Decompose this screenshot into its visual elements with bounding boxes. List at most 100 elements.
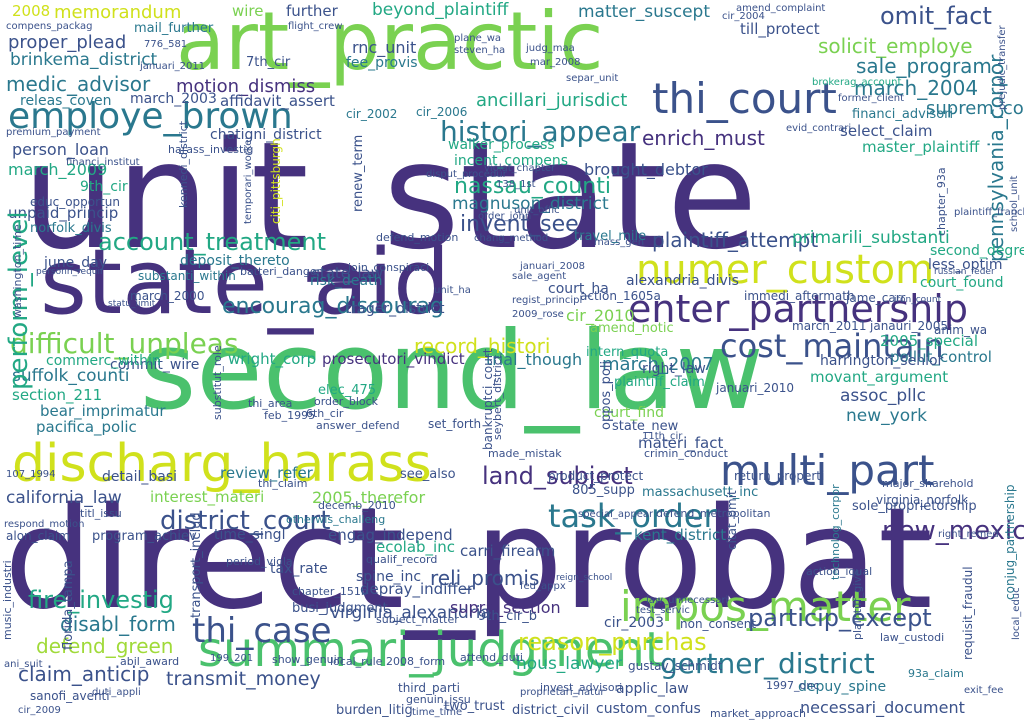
word-omit-fact: omit_fact [880,2,992,30]
word-subject-matter: subject_matter [376,613,459,626]
word-impos-matter: impos_matter [620,582,911,631]
word-russian-feder: evid_contrari [786,123,852,134]
word-risk-death: risk_death [310,273,383,289]
word-9th-cir-b: 9th_cir_b [478,609,537,624]
word-second-degre: second_degre [930,243,1024,259]
word-list-bill: exit_fee [964,685,1004,696]
word-138-1st: 138_1st [496,179,536,190]
word-motion-dismiss: motion_dismiss [176,76,316,97]
word-return-properti: return_properti [734,469,825,483]
word-kent-district: kent_district [634,526,727,544]
word-oppos-poli: renew_term [351,134,366,212]
word-transmit-money: transmit_money [166,668,321,690]
word-judg-maa: judg_maa [526,43,575,54]
word-assoc-pllc: assoc_pllc [840,386,926,406]
word-genuin-issu: genuin_issu [406,693,471,706]
word-qualif-record: qualif_record [366,553,438,566]
word-cir-2002: cir_2002 [346,107,398,121]
word-substanti-within: substanti_within [138,269,236,283]
word-januari-2010: januari_2010 [716,381,795,395]
word-third-parti: third_parti [398,681,460,695]
word-bear-imprimatur: bear_imprimatur [40,402,166,420]
word-difficult-unpleas: difficult_unpleas [10,327,239,360]
word-2008: 2008 [12,2,51,20]
word-nassau-counti: nassau_counti [454,174,611,199]
word-unpaid-princip: unpaid_princip [8,204,119,222]
word-invest-advisori: invest_advisori [540,681,623,694]
word-master-plaintiff: master_plaintiff [862,138,980,156]
word-art-practic: art_practic [176,0,604,88]
word-plaintiff-claim: plaintiff_claim [614,375,705,390]
word-compens-packag: compens_packag [6,21,93,32]
word-affidavit-assert: affidavit_assert [220,92,335,110]
word-duti-base: action_iqual [806,565,873,578]
word-harrington-senior: harrington_senior [820,353,944,369]
word-personn-requir: prejudic_transfer [997,25,1008,110]
word-order-john: order_john [478,211,532,222]
word-temporari-worker: washington_time [11,224,24,318]
word-action-1605a: action_1605a [580,289,661,303]
word-cost-maintain: cost_maintain [720,327,944,365]
word-plaintiff-give: citat_omit [725,490,739,550]
word-chapter-93a: substitut_role [211,345,224,420]
word-summari-judgment: summari_judgment [198,622,664,678]
word-conjug-partnership: conjug_partnership [1003,484,1017,600]
word-action-iqual: proprietari_natur [520,687,605,698]
word-2005-therefor: 2005_therefor [312,488,426,507]
word-set-forth: set_forth [428,417,482,431]
word-necessari-document: necessari_document [800,698,965,717]
word-jame-carr: jame_carr [846,291,906,305]
word-thi-court: thi_court [652,74,837,123]
word-local-educ: law_unnecessari [646,595,729,606]
word-test-servic: premium_payment [6,127,101,138]
word-travel-mile: travel_mile [574,229,647,244]
word-depuy-spine: depuy_spine [798,679,887,695]
word-sale-program: sale_program [856,54,992,78]
word-district-court: district_court [160,506,331,536]
word-titl-issu: titl_issu [80,507,122,520]
word-thi-case: thi_case [192,611,332,651]
word-2004-2003: commerc_within [46,353,161,369]
word-court-find: court_find [594,405,664,421]
word-brought-debtor: brought_debtor [584,160,708,179]
word-reason-purchas: reason_purchas [518,628,707,656]
word-1137-1138: suprem_court [926,98,1024,119]
word-plane-wa: plane_wa [454,33,502,44]
word-answer-defend: answer_defend [316,419,400,432]
word-januari-2008: januari_2008 [520,261,586,272]
word-sale-agent: iron_count [894,295,942,305]
word-93a-claim: 93a_claim [908,667,964,680]
word-trial-though: trial_though [486,350,583,369]
word-record-histori: record_histori [414,334,551,358]
word-199-201: ani_suit [4,659,43,670]
word-state-law: state_law [312,264,384,282]
word-claim-anticip: claim_anticip [18,662,150,686]
word-right-law: right_law [642,361,706,377]
word-task-order: task_order [548,497,717,535]
word-order-block: order_block [314,395,379,408]
word-massachusett-inc: massachusett_inc [642,485,759,500]
word-period-viola: period_viola [226,555,293,568]
word-beyond-plaintiff: beyond_plaintiff [372,0,509,20]
word-transport-includ: florida_tampa [61,560,76,650]
word-juli-2005: 2009_rose [512,309,564,320]
word-disput-procedur: disput_procedur [426,169,507,180]
word-unit-offic: unit_offic [514,205,560,216]
word-805-supp: 805_supp [572,483,635,498]
word-proprietari-natur: music_industri [1,560,14,640]
word-thi-claim: thi_claim [258,477,308,490]
word-steven-ha: steven_ha [454,45,506,56]
word-1997-onc: 1997_onc [766,679,820,692]
word-gustav-schmidt: gustav_schmidt [628,659,723,673]
word-employ-abil: unit_ha [434,285,471,296]
word-renew-term: temporari_worker [243,135,254,224]
word-detail-basi: detail_basi [102,469,177,485]
word-otherwis-challeng: otherwis_challeng [286,513,386,526]
word-time-time: cir_2009 [18,705,61,716]
word-fee-provis: fee_provis [346,55,418,71]
word-virginia-norfolk: virginia_norfolk [876,493,969,507]
word-march-2007: march_2007 [602,354,714,375]
word-feb-1995: feb_1995 [264,409,316,422]
word-106-2505: 11th_cir [642,431,683,442]
word-fire-investig: fire_investig [28,586,174,614]
